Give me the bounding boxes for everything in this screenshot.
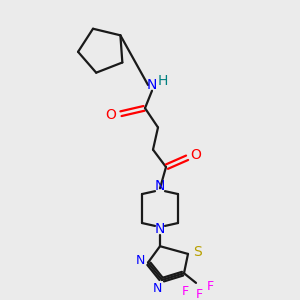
Text: N: N [135, 254, 145, 267]
Text: H: H [158, 74, 168, 88]
Text: N: N [155, 222, 165, 236]
Text: F: F [206, 280, 214, 293]
Text: N: N [147, 78, 157, 92]
Text: S: S [193, 245, 201, 259]
Text: N: N [155, 179, 165, 193]
Text: N: N [152, 282, 162, 295]
Text: O: O [190, 148, 201, 162]
Text: O: O [106, 108, 116, 122]
Text: F: F [195, 288, 203, 300]
Text: F: F [182, 285, 189, 298]
